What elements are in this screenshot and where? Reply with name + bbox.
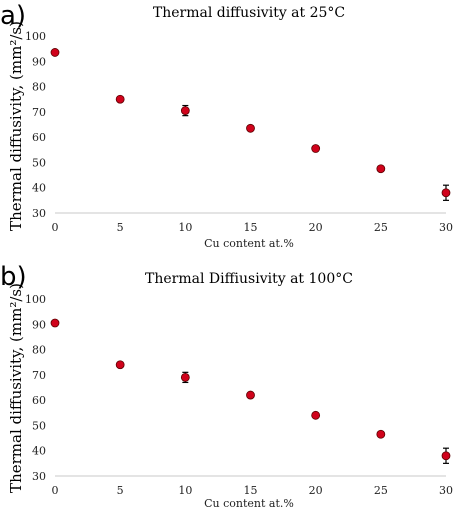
chart-a-x-tick-label: 15 xyxy=(244,221,258,234)
chart-a-y-tick-label: 100 xyxy=(25,30,46,43)
chart-panel-a: a) Thermal diffusivity at 25°C Thermal d… xyxy=(0,1,453,250)
chart-a-x-tick-label: 30 xyxy=(439,221,453,234)
chart-a-x-ticks: 0 5 10 15 20 25 30 xyxy=(52,221,454,234)
chart-a-data-point xyxy=(180,106,190,115)
chart-a-y-tick-label: 60 xyxy=(32,131,46,144)
chart-b-y-axis-label: Thermal diffusivity, (mm²/s) xyxy=(7,283,25,493)
chart-b-x-tick-label: 30 xyxy=(439,484,453,497)
chart-b-x-tick-label: 15 xyxy=(244,484,258,497)
chart-a-y-axis-label: Thermal diffusivity, (mm²/s) xyxy=(7,21,25,231)
chart-a-x-tick-label: 25 xyxy=(374,221,388,234)
chart-a-x-tick-label: 10 xyxy=(178,221,192,234)
chart-b-x-tick-label: 20 xyxy=(309,484,323,497)
chart-b-data-point xyxy=(180,372,190,382)
chart-a-data-point xyxy=(50,48,60,57)
chart-a-y-tick-label: 80 xyxy=(32,81,46,94)
chart-b-x-tick-label: 10 xyxy=(178,484,192,497)
chart-a-x-axis-label: Cu content at.% xyxy=(204,237,294,250)
chart-a-y-tick-label: 90 xyxy=(32,55,46,68)
chart-b-x-tick-label: 25 xyxy=(374,484,388,497)
panel-b-letter: b) xyxy=(0,262,27,292)
chart-b-y-tick-label: 60 xyxy=(32,394,46,407)
chart-a-title: Thermal diffusivity at 25°C xyxy=(153,5,345,21)
chart-b-x-axis-label: Cu content at.% xyxy=(204,497,294,510)
chart-b-data-point xyxy=(441,451,451,461)
chart-a-error-bars xyxy=(182,104,449,201)
chart-a-x-tick-label: 20 xyxy=(309,221,323,234)
chart-b-data-point xyxy=(311,410,321,420)
chart-b-y-tick-label: 30 xyxy=(32,470,46,483)
chart-b-y-tick-label: 80 xyxy=(32,344,46,357)
chart-a-y-tick-label: 40 xyxy=(32,182,46,195)
chart-a-y-tick-label: 30 xyxy=(32,207,46,220)
chart-b-data-point xyxy=(50,318,60,328)
chart-b-y-ticks: 30 40 50 60 70 80 90 100 xyxy=(25,293,46,483)
chart-a-x-tick-label: 5 xyxy=(117,221,124,234)
chart-a-data-point xyxy=(441,188,451,198)
chart-a-data-point xyxy=(376,164,386,174)
chart-b-y-tick-label: 90 xyxy=(32,318,46,331)
chart-b-data-point xyxy=(115,360,125,370)
chart-b-y-tick-label: 100 xyxy=(25,293,46,306)
chart-b-data-point xyxy=(376,429,386,439)
chart-b-data-point xyxy=(246,390,255,400)
chart-b-x-tick-label: 0 xyxy=(52,484,59,497)
chart-a-points xyxy=(50,48,451,198)
chart-b-y-tick-label: 40 xyxy=(32,445,46,458)
chart-a-data-point xyxy=(246,123,255,133)
chart-a-y-ticks: 30 40 50 60 70 80 90 100 xyxy=(25,30,46,220)
chart-b-y-tick-label: 70 xyxy=(32,369,46,382)
chart-b-points xyxy=(50,318,451,461)
chart-a-data-point xyxy=(311,144,321,153)
panel-a-letter: a) xyxy=(0,1,26,31)
chart-a-x-tick-label: 0 xyxy=(52,221,59,234)
chart-b-y-tick-label: 50 xyxy=(32,419,46,432)
chart-a-y-tick-label: 50 xyxy=(32,156,46,169)
chart-panel-b: b) Thermal Diffiusivity at 100°C Thermal… xyxy=(0,262,453,510)
chart-a-data-point xyxy=(115,94,125,104)
chart-a-y-tick-label: 70 xyxy=(32,106,46,119)
chart-b-title: Thermal Diffiusivity at 100°C xyxy=(145,271,353,287)
chart-b-x-tick-label: 5 xyxy=(117,484,124,497)
chart-b-x-ticks: 0 5 10 15 20 25 30 xyxy=(52,484,454,497)
